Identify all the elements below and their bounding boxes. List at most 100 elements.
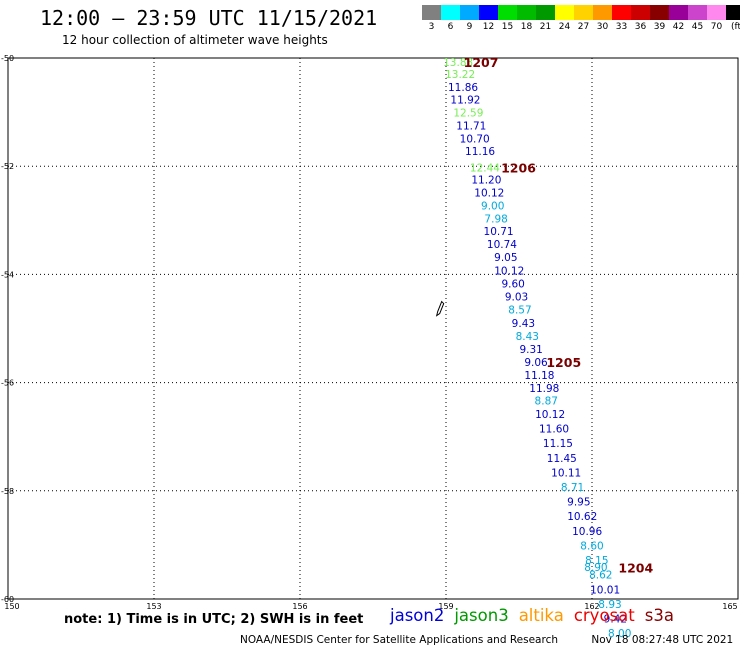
wave-height-label: 11.71: [456, 121, 486, 133]
legend-label: 45: [691, 22, 704, 32]
axis-tick-labels: 150 153 156 159 162 165 -50 -52 -54 -56 -58 -60: [1, 54, 738, 611]
page-subtitle: 12 hour collection of altimeter wave hei…: [62, 33, 328, 47]
legend-label: 30: [596, 22, 609, 32]
wave-height-label: 9.43: [512, 318, 535, 330]
wave-height-label: 7.98: [484, 214, 507, 226]
lon-tick-label: 165: [722, 602, 737, 611]
wave-height-label: 10.62: [567, 511, 597, 523]
pass-time-label: 1207: [464, 55, 499, 70]
satellite-name: s3a: [644, 606, 674, 625]
legend-swatch: [669, 5, 688, 20]
wave-height-label: 10.01: [590, 584, 620, 596]
satellite-name: cryosat: [573, 606, 635, 625]
pass-time-label: 1204: [618, 561, 653, 576]
legend-swatch: [517, 5, 536, 20]
wave-height-label: 8.43: [516, 331, 539, 343]
wave-height-label: 11.16: [465, 146, 495, 158]
legend-label: 27: [577, 22, 590, 32]
color-legend: [422, 5, 740, 21]
wave-height-label: 10.12: [535, 409, 565, 421]
wave-height-label: 9.60: [501, 279, 524, 291]
lat-tick-label: -54: [1, 270, 14, 279]
lat-tick-label: -52: [1, 162, 14, 171]
wave-height-label: 11.15: [543, 438, 573, 450]
legend-label: 42: [672, 22, 685, 32]
wave-height-label: 8.15: [585, 555, 608, 567]
legend-swatch: [441, 5, 460, 20]
wave-height-label: 9.03: [505, 292, 528, 304]
legend-swatch: [650, 5, 669, 20]
wave-height-label: 9.05: [494, 252, 517, 264]
wave-height-label: 10.96: [572, 526, 602, 538]
wave-height-label: 8.90: [584, 562, 607, 574]
legend-label: 6: [447, 22, 454, 32]
satellite-name: jason3: [454, 606, 509, 625]
wave-height-label: 9.42: [604, 613, 627, 625]
wave-height-label: 10.70: [460, 134, 490, 146]
wave-height-label: 11.86: [448, 82, 478, 94]
legend-label: 3: [428, 22, 435, 32]
legend-label: 21: [539, 22, 552, 32]
lon-tick-label: 156: [292, 602, 307, 611]
lat-tick-label: -58: [1, 487, 14, 496]
wave-height-label: 11.60: [539, 424, 569, 436]
wave-height-label: 8.00: [608, 628, 631, 640]
island-outline: [435, 300, 445, 317]
legend-swatch: [422, 5, 441, 20]
map-frame: [7, 57, 739, 600]
legend-label: 9: [466, 22, 473, 32]
wave-height-label: 10.74: [487, 239, 517, 251]
wave-height-label: 9.31: [519, 344, 542, 356]
wave-height-label: 12.59: [453, 108, 483, 120]
legend-label: 24: [558, 22, 571, 32]
legend-swatch: [498, 5, 517, 20]
legend-unit: (ft): [731, 22, 740, 32]
lat-tick-label: -60: [1, 595, 14, 604]
pass-time-label: 1206: [501, 160, 536, 175]
satellite-name: jason2: [390, 606, 445, 625]
island-shape: [435, 300, 445, 317]
legend-swatch: [612, 5, 631, 20]
time-labels: 1207 1206 1205 1204: [464, 55, 654, 576]
legend-swatch: [688, 5, 707, 20]
lat-tick-label: -50: [1, 54, 14, 63]
footer-credit: NOAA/NESDIS Center for Satellite Applica…: [240, 634, 733, 646]
wave-height-label: 12.44: [470, 162, 500, 174]
lon-tick-label: 162: [584, 602, 599, 611]
wave-height-label: 10.12: [474, 188, 504, 200]
wave-height-label: 13.83: [443, 57, 473, 69]
wave-height-label: 10.11: [551, 467, 581, 479]
wave-height-label: 11.20: [471, 175, 501, 187]
legend-swatch: [555, 5, 574, 20]
legend-swatch: [726, 5, 740, 20]
legend-label: 70: [710, 22, 723, 32]
legend-label: 39: [653, 22, 666, 32]
footnote: note: 1) Time is in UTC; 2) SWH is in fe…: [64, 612, 364, 627]
wave-height-label: 8.71: [561, 482, 584, 494]
wave-height-label: 10.12: [494, 266, 524, 278]
legend-label: 36: [634, 22, 647, 32]
satellite-legend: jason2 jason3 altika cryosat s3a: [390, 606, 674, 625]
wave-height-label: 10.71: [484, 226, 514, 238]
wave-height-label: 9.95: [567, 497, 590, 509]
wave-height-label: 11.92: [450, 95, 480, 107]
wave-height-label: 11.45: [547, 453, 577, 465]
wave-height-label: 8.87: [535, 395, 558, 407]
wave-height-label: 11.18: [524, 370, 554, 382]
map-grid: [8, 58, 738, 599]
legend-swatch: [574, 5, 593, 20]
lon-tick-label: 150: [4, 602, 19, 611]
wave-height-label: 13.22: [445, 69, 475, 81]
legend-label: 15: [501, 22, 514, 32]
legend-swatch: [593, 5, 612, 20]
wave-height-label: 8.57: [508, 305, 531, 317]
lat-tick-label: -56: [1, 379, 14, 388]
legend-swatch: [479, 5, 498, 20]
wave-height-label: 9.06: [524, 357, 548, 369]
page-title: 12:00 – 23:59 UTC 11/15/2021: [40, 6, 378, 30]
wave-height-label: 8.62: [589, 570, 612, 582]
wave-height-label: 11.98: [529, 383, 559, 395]
lon-tick-label: 153: [146, 602, 161, 611]
